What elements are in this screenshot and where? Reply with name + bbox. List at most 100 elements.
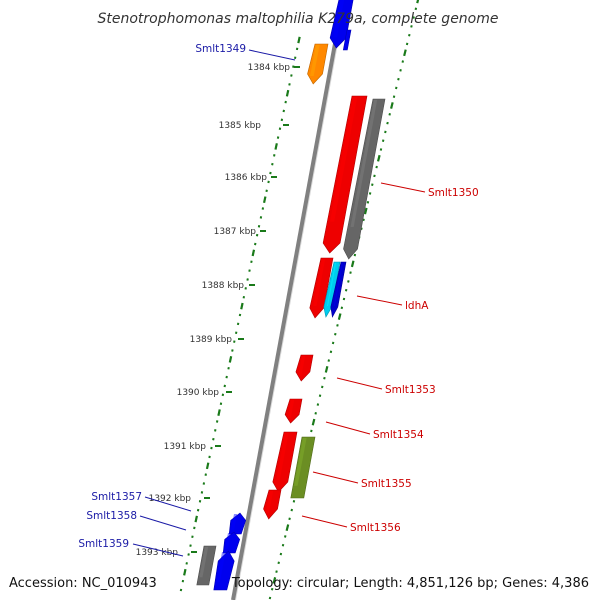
feature-shape[interactable] [272, 431, 298, 493]
gene-label[interactable]: Smlt1358 [86, 510, 137, 522]
ring-dot-0-60 [183, 568, 187, 576]
ring-dot-1-4 [408, 33, 411, 37]
ring-dot-1-29 [353, 253, 357, 257]
ring-dot-1-36 [337, 313, 342, 320]
ring-dot-1-13 [388, 113, 391, 116]
ring-dot-1-39 [331, 341, 335, 345]
feature-shape[interactable] [263, 489, 282, 520]
kbp-tick-label: 1393 kbp [136, 548, 179, 558]
feature-shape[interactable] [222, 531, 241, 554]
feature-gene-reverse[interactable] [322, 95, 368, 254]
feature-gene-forward[interactable] [329, 0, 354, 49]
ring-dot-1-31 [349, 271, 352, 274]
gene-label[interactable]: Smlt1357 [91, 491, 142, 503]
feature-cds-reverse[interactable] [343, 98, 386, 260]
gene-leader-line [380, 182, 426, 193]
feature-cds-reverse[interactable] [323, 261, 341, 318]
feature-shape[interactable] [290, 436, 316, 499]
ring-dot-1-48 [311, 418, 316, 426]
ring-dot-1-61 [283, 535, 287, 538]
kbp-tick-label: 1390 kbp [177, 388, 220, 398]
ring-dot-0-30 [240, 302, 244, 310]
ring-dot-0-42 [217, 409, 221, 416]
ring-dot-1-35 [340, 306, 344, 310]
ring-dot-1-49 [310, 429, 313, 433]
ring-dot-1-41 [327, 359, 331, 362]
feature-shape[interactable] [323, 261, 341, 318]
feature-gene-reverse[interactable] [272, 431, 298, 493]
ring-dot-1-5 [405, 42, 409, 46]
feature-cds-reverse[interactable] [330, 261, 347, 318]
gene-leader-line [132, 543, 184, 557]
ring-dot-1-7 [401, 60, 405, 63]
feature-highlight [326, 263, 337, 306]
ring-dot-1-9 [397, 77, 400, 81]
ring-dot-1-42 [324, 365, 329, 373]
feature-highlight [230, 514, 238, 530]
feature-gene-reverse[interactable] [309, 257, 334, 319]
ring-dot-1-38 [334, 332, 337, 336]
gene-label[interactable]: Smlt1353 [385, 384, 436, 396]
ring-dot-1-22 [368, 192, 372, 195]
gene-label[interactable]: Smlt1354 [373, 429, 424, 441]
feature-gene-reverse[interactable] [295, 354, 314, 382]
ring-dot-1-67 [270, 587, 274, 591]
ring-dot-1-16 [381, 139, 385, 143]
feature-gene-reverse[interactable] [263, 489, 282, 520]
feature-shape[interactable] [295, 354, 314, 382]
kbp-tick-label: 1389 kbp [190, 335, 233, 345]
gene-label[interactable]: Smlt1350 [428, 187, 479, 199]
feature-shape[interactable] [213, 550, 235, 591]
gene-leader-line [356, 295, 403, 306]
feature-highlight [350, 100, 378, 227]
feature-gene-forward[interactable] [342, 29, 352, 51]
ring-dot-1-30 [350, 260, 355, 268]
feature-shape[interactable] [329, 0, 354, 49]
genome-backbone [231, 0, 346, 600]
ring-dot-1-1 [414, 7, 418, 11]
ring-dot-1-11 [392, 95, 396, 99]
ring-dot-1-15 [384, 130, 387, 134]
feature-gene-forward[interactable] [307, 43, 329, 85]
feature-cds-reverse[interactable] [290, 436, 316, 499]
gene-label[interactable]: ldhA [405, 300, 429, 312]
feature-gene-forward[interactable] [228, 512, 247, 535]
feature-shape[interactable] [228, 512, 247, 535]
ring-dot-1-12 [390, 102, 394, 109]
ring-dot-1-24 [363, 207, 368, 215]
gene-labels: Smlt1349 Smlt1350 ldhA Smlt1353 Smlt1354 Smlt… [78, 43, 479, 557]
feature-shape[interactable] [284, 398, 303, 424]
feature-shape[interactable] [307, 43, 329, 85]
ring-dot-1-60 [285, 524, 290, 532]
gene-label[interactable]: Smlt1349 [195, 43, 246, 55]
feature-shape[interactable] [196, 545, 217, 586]
feature-gene-reverse[interactable] [284, 398, 303, 424]
ring-dot-1-47 [314, 412, 317, 415]
feature-shape[interactable] [322, 95, 368, 254]
feature-shape[interactable] [342, 29, 352, 51]
ring-dot-1-34 [342, 297, 346, 301]
ring-dot-1-45 [318, 394, 322, 398]
gene-label[interactable]: Smlt1356 [350, 522, 401, 534]
ring-dot-1-0 [416, 0, 420, 4]
feature-shape[interactable] [343, 98, 386, 260]
feature-gene-forward[interactable] [213, 550, 235, 591]
gene-label[interactable]: Smlt1355 [361, 478, 412, 490]
feature-gene-forward[interactable] [222, 531, 241, 554]
feature-cds-forward[interactable] [196, 545, 217, 586]
ring-dot-0-36 [228, 355, 233, 363]
ring-dot-1-21 [371, 183, 374, 186]
feature-highlight [216, 552, 226, 583]
feature-highlight [298, 356, 306, 376]
gene-label[interactable]: Smlt1359 [78, 538, 129, 550]
gene-leader-line [139, 515, 187, 531]
feature-shape[interactable] [309, 257, 334, 319]
ring-dot-1-23 [366, 200, 370, 204]
feature-highlight [265, 491, 274, 514]
tick-dot-rings [179, 0, 420, 600]
ring-dot-1-62 [281, 543, 285, 547]
ring-dot-1-32 [347, 280, 350, 283]
feature-shape[interactable] [330, 261, 347, 318]
ring-dot-0-48 [205, 462, 210, 470]
